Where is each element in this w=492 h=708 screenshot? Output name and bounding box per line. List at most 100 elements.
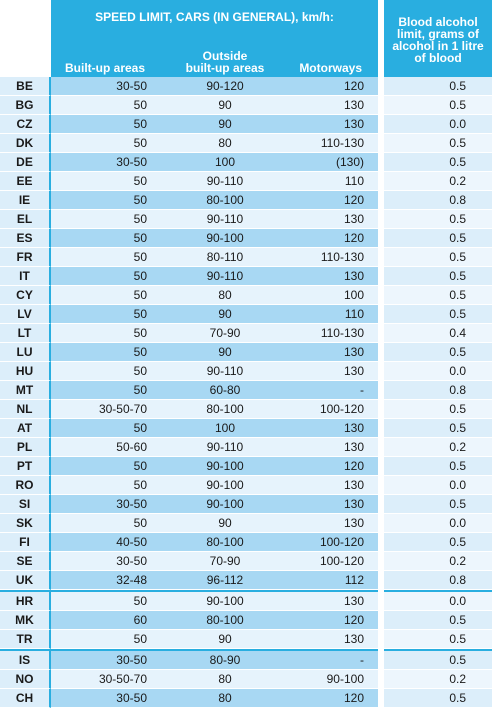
speed-limit-title: SPEED LIMIT, CARS (IN GENERAL), km/h:	[51, 0, 378, 32]
motorways-value: 130	[283, 96, 378, 115]
table-row: DE 30-50 100 (130) 0.5	[0, 153, 492, 172]
motorways-value: 130	[283, 514, 378, 533]
outside-value: 90	[167, 115, 283, 134]
bac-value: 0.8	[384, 191, 492, 210]
builtup-value: 50	[51, 324, 167, 343]
builtup-value: 30-50	[51, 153, 167, 172]
motorways-value: 120	[283, 457, 378, 476]
builtup-value: 50	[51, 381, 167, 400]
builtup-value: 50	[51, 96, 167, 115]
builtup-value: 50	[51, 134, 167, 153]
country-code: DK	[0, 134, 51, 153]
bac-value: 0.4	[384, 324, 492, 343]
bac-value: 0.2	[384, 670, 492, 689]
country-code: HR	[0, 590, 51, 611]
table-row: PT 50 90-100 120 0.5	[0, 457, 492, 476]
motorways-value: 130	[283, 267, 378, 286]
table-row: IS 30-50 80-90-0.5	[0, 649, 492, 670]
builtup-value: 50	[51, 115, 167, 134]
table-row: MK 60 80-100 120 0.5	[0, 611, 492, 630]
motorways-value: 110-130	[283, 324, 378, 343]
country-code: ES	[0, 229, 51, 248]
motorways-value: 110	[283, 172, 378, 191]
outside-value: 100	[167, 419, 283, 438]
table-row: HR 50 90-100 130 0.0	[0, 590, 492, 611]
motorways-header: Motorways	[283, 32, 378, 77]
builtup-value: 50	[51, 419, 167, 438]
outside-value: 80-110	[167, 248, 283, 267]
motorways-value: 100-120	[283, 400, 378, 419]
outside-value: 90	[167, 343, 283, 362]
table-row: IT 50 90-110 130 0.5	[0, 267, 492, 286]
table-row: SK 50 90 130 0.0	[0, 514, 492, 533]
outside-value: 90-110	[167, 210, 283, 229]
bac-value: 0.8	[384, 381, 492, 400]
builtup-value: 30-50	[51, 77, 167, 96]
outside-value: 70-90	[167, 552, 283, 571]
builtup-value: 50	[51, 343, 167, 362]
motorways-value: 120	[283, 77, 378, 96]
outside-value: 90-120	[167, 77, 283, 96]
table-row: IE 50 80-100 120 0.8	[0, 191, 492, 210]
motorways-value: 120	[283, 229, 378, 248]
bac-value: 0.2	[384, 438, 492, 457]
country-code: EE	[0, 172, 51, 191]
motorways-value: 130	[283, 115, 378, 134]
outside-value: 90-100	[167, 590, 283, 611]
bac-value: 0.5	[384, 649, 492, 670]
motorways-value: 110-130	[283, 248, 378, 267]
country-code: BG	[0, 96, 51, 115]
outside-header: Outside built-up areas	[167, 32, 283, 77]
outside-value: 90-100	[167, 229, 283, 248]
outside-value: 80	[167, 286, 283, 305]
table-row: FI 40-50 80-100 100-120 0.5	[0, 533, 492, 552]
table-row: LV 50 90 110 0.5	[0, 305, 492, 324]
motorways-value: 130	[283, 210, 378, 229]
bac-value: 0.5	[384, 134, 492, 153]
outside-value: 90	[167, 630, 283, 649]
table-row: CZ 50 90 130 0.0	[0, 115, 492, 134]
table-row: SI 30-50 90-100 130 0.5	[0, 495, 492, 514]
bac-value: 0.5	[384, 286, 492, 305]
outside-value: 90-110	[167, 362, 283, 381]
motorways-value: -	[283, 649, 378, 670]
country-code: UK	[0, 571, 51, 590]
builtup-value: 50	[51, 457, 167, 476]
country-code: LT	[0, 324, 51, 343]
builtup-value: 50	[51, 305, 167, 324]
country-code: TR	[0, 630, 51, 649]
country-code: MT	[0, 381, 51, 400]
motorways-value: 130	[283, 495, 378, 514]
bac-value: 0.5	[384, 611, 492, 630]
table-row: LU 50 90 130 0.5	[0, 343, 492, 362]
bac-value: 0.5	[384, 630, 492, 649]
outside-value: 90	[167, 305, 283, 324]
country-code: NL	[0, 400, 51, 419]
country-code: PT	[0, 457, 51, 476]
motorways-value: 90-100	[283, 670, 378, 689]
table-row: RO 50 90-100 130 0.0	[0, 476, 492, 495]
builtup-header: Built-up areas	[51, 32, 167, 77]
table-row: CH 30-50 80 120 0.5	[0, 689, 492, 708]
country-code: SI	[0, 495, 51, 514]
bac-value: 0.0	[384, 115, 492, 134]
country-code: CY	[0, 286, 51, 305]
motorways-value: 130	[283, 362, 378, 381]
outside-value: 80	[167, 670, 283, 689]
country-code: FR	[0, 248, 51, 267]
builtup-value: 50	[51, 476, 167, 495]
bac-value: 0.5	[384, 533, 492, 552]
country-code: IE	[0, 191, 51, 210]
country-header-blank	[0, 0, 51, 77]
motorways-value: 130	[283, 590, 378, 611]
bac-value: 0.5	[384, 210, 492, 229]
bac-value: 0.0	[384, 590, 492, 611]
outside-value: 90	[167, 96, 283, 115]
table-row: CY 50 80 100 0.5	[0, 286, 492, 305]
outside-value: 60-80	[167, 381, 283, 400]
table-row: EE 50 90-110 110 0.2	[0, 172, 492, 191]
bac-header: Blood alcohol limit, grams of alcohol in…	[384, 0, 492, 77]
outside-value: 90-100	[167, 457, 283, 476]
motorways-value: 120	[283, 191, 378, 210]
